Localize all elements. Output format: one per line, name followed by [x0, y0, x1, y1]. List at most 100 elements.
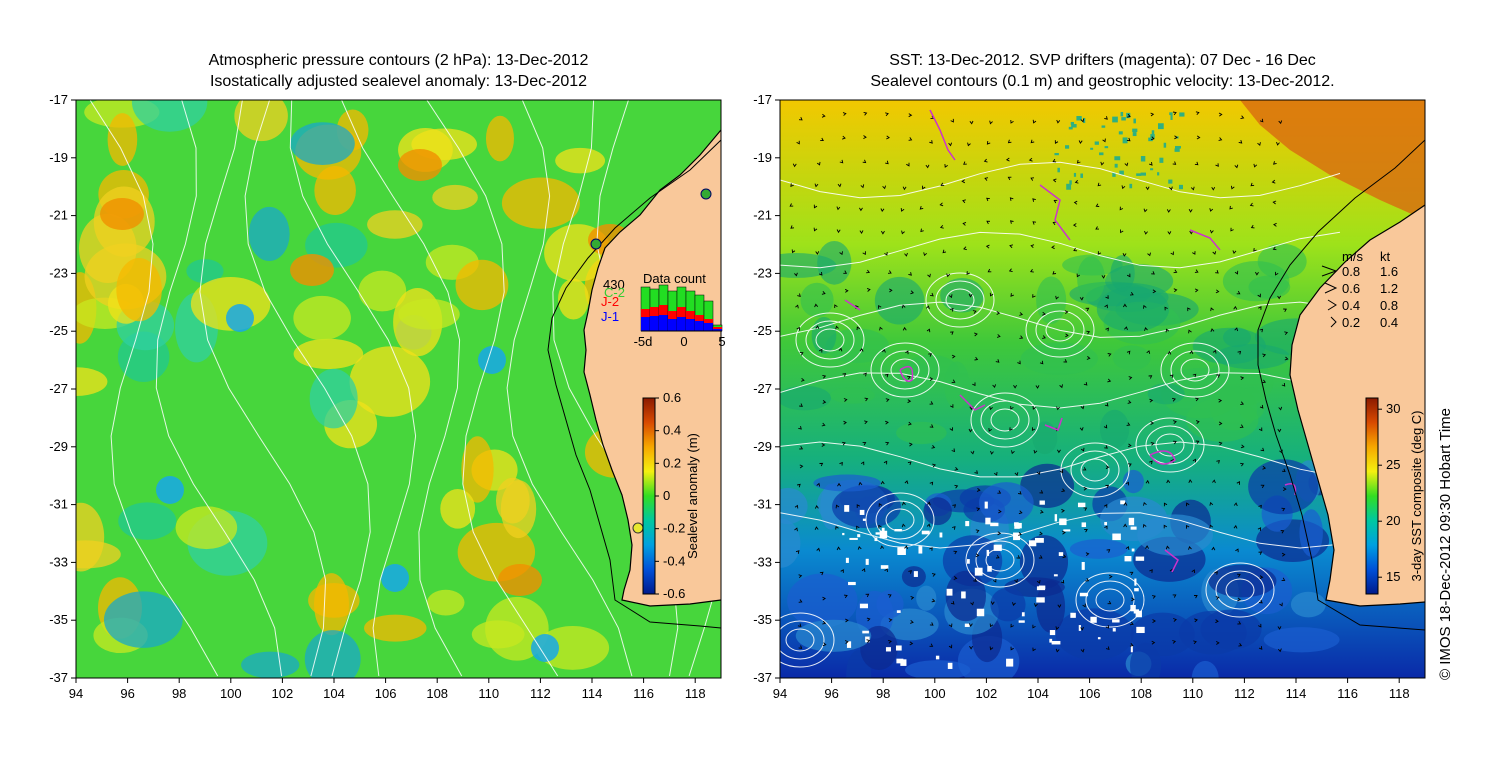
sst-patch — [874, 276, 925, 325]
velocity-arrow — [1053, 199, 1058, 204]
velocity-arrow — [1189, 350, 1194, 355]
sealevel-eddy-contour — [870, 342, 940, 398]
cloud-pixel — [895, 645, 902, 651]
velocity-arrow — [887, 594, 892, 598]
velocity-arrow — [997, 531, 1002, 536]
velocity-arrow — [929, 481, 934, 486]
velocity-arrow — [1014, 472, 1019, 476]
cloud-pixel — [1174, 148, 1180, 152]
sealevel-colorbar: 0.6 0.4 0.2 0 -0.2 -0.4 -0.6 Sealevel anomaly … — [642, 390, 700, 601]
cloud-pixel — [1150, 168, 1154, 171]
sealevel-eddy-contour — [1070, 450, 1120, 490]
velocity-arrow — [1210, 328, 1215, 332]
velocity-arrow — [1209, 524, 1214, 529]
anomaly-patch — [471, 620, 525, 649]
velocity-arrow — [1121, 185, 1126, 190]
anomaly-patch — [234, 100, 288, 142]
sealevel-eddy-contour — [1075, 572, 1145, 628]
sealevel-eddy-contour — [945, 288, 975, 312]
cloud-pixel — [859, 603, 868, 609]
sealevel-eddy-contour — [1085, 580, 1135, 620]
velocity-arrow — [1218, 441, 1223, 446]
velocity-arrow — [843, 420, 847, 425]
velocity-arrow — [929, 377, 934, 381]
velocity-arrow — [1281, 507, 1286, 512]
velocity-arrow — [1173, 420, 1177, 425]
colorbar-tick-label: 0.6 — [663, 390, 681, 405]
velocity-arrow — [902, 326, 907, 331]
sst-patch — [1137, 514, 1213, 556]
velocity-arrow — [1174, 135, 1178, 140]
cloud-pixel — [1065, 145, 1070, 149]
velocity-arrow — [1215, 619, 1219, 624]
velocity-arrow — [1148, 375, 1153, 379]
velocity-arrow — [1127, 443, 1132, 448]
sealevel-eddy-contour — [1060, 442, 1130, 498]
velocity-arrow — [860, 461, 865, 466]
cloud-pixel — [875, 532, 880, 535]
anomaly-patch — [107, 113, 138, 166]
cloud-pixel — [1140, 172, 1147, 176]
velocity-arrow — [1259, 575, 1264, 580]
velocity-arrow — [942, 249, 947, 254]
velocity-arrow — [795, 304, 799, 309]
velocity-arrow — [844, 288, 849, 293]
anomaly-patch — [131, 100, 208, 132]
velocity-arrow — [1052, 221, 1057, 226]
velocity-arrow — [1282, 468, 1286, 473]
cloud-pixel — [1112, 619, 1120, 623]
velocity-arrow — [822, 620, 827, 625]
anomaly-patch — [432, 184, 478, 210]
velocity-arrow — [813, 227, 818, 232]
velocity-arrow — [1172, 594, 1177, 598]
cloud-pixel — [1175, 145, 1181, 149]
velocity-arrow — [989, 406, 993, 411]
velocity-arrow — [884, 373, 889, 378]
cloud-pixel — [1054, 153, 1059, 156]
velocity-arrow — [836, 206, 841, 211]
shelf-contour — [1257, 139, 1425, 631]
velocity-speed-legend: m/s kt 0.8 1.6 0.6 1.2 0.4 0.8 0.2 0.4 — [1321, 249, 1398, 330]
data-count-tick: -5d — [634, 334, 653, 349]
velocity-arrow — [834, 304, 838, 309]
velocity-arrow — [794, 527, 798, 532]
velocity-arrow — [909, 442, 913, 447]
velocity-arrow — [1073, 247, 1078, 252]
velocity-arrow — [878, 524, 882, 529]
velocity-arrow — [995, 359, 1000, 363]
velocity-arrow — [1259, 118, 1264, 123]
velocity-arrow — [1192, 251, 1196, 255]
cloud-pixel — [1079, 592, 1089, 597]
velocity-arrow — [815, 325, 820, 329]
sst-patch — [916, 585, 937, 611]
velocity-arrow — [926, 328, 931, 333]
velocity-arrow — [909, 641, 914, 646]
velocity-arrow — [862, 441, 867, 446]
y-tick-label: -17 — [49, 92, 68, 107]
velocity-arrow — [844, 640, 849, 644]
velocity-arrow — [842, 112, 847, 116]
velocity-arrow — [1277, 648, 1282, 653]
velocity-arrow — [1124, 326, 1128, 331]
sealevel-anomaly-map — [76, 100, 721, 678]
velocity-arrow — [1194, 288, 1199, 293]
velocity-arrow — [1106, 549, 1111, 553]
velocity-arrow — [950, 331, 954, 335]
cloud-pixel — [1118, 131, 1123, 135]
velocity-arrow — [928, 353, 933, 357]
velocity-arrow — [910, 595, 915, 600]
velocity-arrow — [1258, 306, 1262, 310]
velocity-arrow — [814, 303, 819, 308]
pressure-contour-line — [289, 100, 417, 677]
cloud-pixel — [1039, 500, 1045, 505]
warm-water-northeast — [1240, 100, 1425, 220]
velocity-arrow — [883, 460, 888, 465]
pressure-contour-line — [506, 100, 633, 677]
land-australia — [1290, 205, 1425, 606]
cloud-pixel — [918, 546, 923, 554]
cloud-pixel — [993, 544, 1002, 551]
velocity-arrow — [1103, 424, 1108, 429]
velocity-arrow — [1237, 597, 1242, 602]
velocity-arrow — [930, 292, 934, 297]
velocity-arrow — [1085, 552, 1090, 557]
